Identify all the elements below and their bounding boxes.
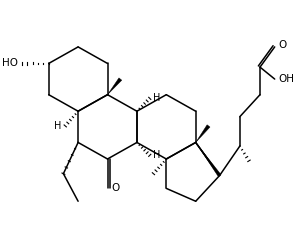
Text: O: O xyxy=(278,40,287,50)
Text: H: H xyxy=(153,150,161,160)
Text: H: H xyxy=(54,121,62,131)
Text: HO: HO xyxy=(2,58,18,68)
Polygon shape xyxy=(196,142,221,176)
Text: H: H xyxy=(153,93,161,103)
Polygon shape xyxy=(196,125,210,142)
Polygon shape xyxy=(107,78,122,95)
Text: OH: OH xyxy=(278,74,295,84)
Text: O: O xyxy=(111,184,119,194)
